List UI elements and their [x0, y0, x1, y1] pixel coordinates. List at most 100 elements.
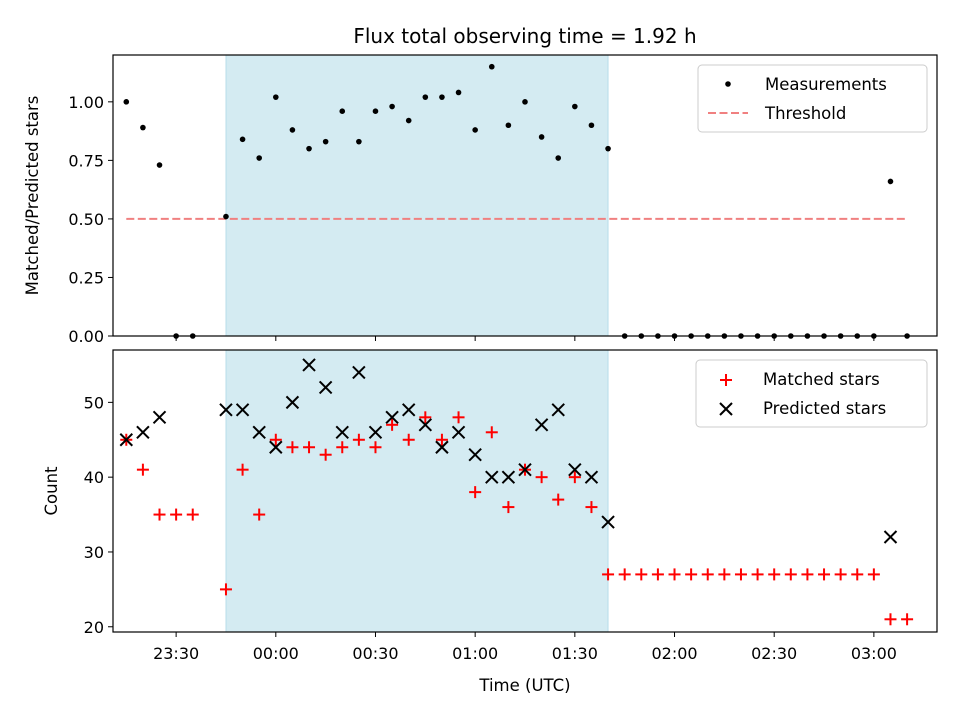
- predicted-star-d2: [152, 410, 167, 425]
- measurement-point: [273, 94, 279, 100]
- panel-bottom: 20 30 40 50 23:30 00:00 00:30 01:00 01:30 02:00 02…: [42, 349, 938, 695]
- matched-star-point: [136, 463, 149, 476]
- top-axes-frame: [112, 54, 938, 337]
- predicted-star-d2: [584, 470, 599, 484]
- predicted-star-point: [235, 403, 250, 417]
- measurement-point: [505, 122, 512, 129]
- top-y-axis-label: Matched/Predicted stars: [23, 96, 42, 296]
- matched-star-point: [452, 411, 465, 424]
- matched-star-point: [286, 441, 299, 454]
- predicted-star-point: [468, 448, 482, 462]
- matched-star-point: [303, 441, 316, 454]
- predicted-star-d2: [269, 440, 283, 454]
- bottom-x-tick-label: 02:30: [751, 644, 797, 663]
- predicted-star-point: [285, 395, 300, 410]
- measurement-point: [555, 155, 562, 161]
- matched-star-point: [701, 568, 714, 581]
- predicted-star-point: [418, 418, 433, 432]
- measurement-point: [455, 89, 462, 96]
- matched-star-point: [186, 508, 199, 521]
- predicted-star-point: [883, 530, 898, 544]
- measurement-point: [289, 127, 296, 133]
- top-ticks: 0.00 0.25 0.50 0.75 1.00: [68, 93, 875, 346]
- observing-span-bottom: [225, 349, 609, 633]
- bottom-x-tick-label: 02:00: [651, 644, 697, 663]
- bottom-legend: Matched stars Predicted stars: [695, 359, 928, 428]
- bottom-marks: [119, 358, 914, 626]
- matched-star-point: [153, 508, 166, 521]
- matched-star-point: [219, 583, 232, 596]
- measurement-point: [239, 136, 246, 143]
- matched-star-point: [685, 568, 698, 581]
- matched-star-point: [867, 568, 880, 581]
- top-y-tick-label: 0.00: [68, 327, 104, 346]
- predicted-star-point: [269, 440, 283, 454]
- matched-star-point: [834, 568, 847, 581]
- predicted-star-point: [551, 403, 565, 417]
- matched-star-point: [352, 433, 365, 446]
- measurement-point: [356, 138, 362, 145]
- measurement-point: [405, 117, 412, 124]
- measurement-point: [522, 99, 528, 105]
- predicted-star-point: [252, 425, 266, 439]
- predicted-star-point: [435, 440, 449, 454]
- matched-star-point: [602, 568, 615, 581]
- matched-star-point: [552, 493, 565, 506]
- legend-measurements-label: Measurements: [765, 75, 887, 94]
- matched-star-point: [469, 486, 482, 499]
- predicted-star-point: [385, 410, 399, 425]
- bottom-x-tick-label: 23:30: [153, 644, 199, 663]
- bottom-ticks: 20 30 40 50 23:30 00:00 00:30 01:00 01:30 02:00 02…: [84, 393, 897, 663]
- predicted-star-point: [518, 462, 532, 477]
- top-y-tick-label: 0.75: [68, 151, 104, 170]
- predicted-star-point: [335, 425, 349, 439]
- matched-star-point: [402, 433, 415, 446]
- predicted-star-d2: [285, 395, 300, 410]
- top-y-tick-label: 0.50: [68, 210, 104, 229]
- measurement-point: [322, 138, 329, 145]
- legend-predicted-marker: [719, 402, 733, 416]
- matched-star-point: [485, 426, 498, 439]
- top-legend-box: [697, 64, 928, 133]
- measurement-point: [538, 134, 545, 140]
- predicted-star-d2: [468, 448, 482, 462]
- bottom-x-tick-label: 00:00: [253, 644, 299, 663]
- predicted-star-d2: [451, 425, 466, 439]
- predicted-star-d2: [385, 410, 399, 425]
- predicted-star-d2: [518, 462, 532, 477]
- matched-star-point: [236, 463, 249, 476]
- predicted-star-d2: [318, 380, 333, 395]
- predicted-star-point: [119, 433, 133, 447]
- predicted-star-point: [534, 418, 549, 432]
- matched-star-point: [618, 568, 631, 581]
- predicted-star-d2: [601, 515, 615, 529]
- matched-star-point: [419, 411, 432, 424]
- bottom-y-tick-label: 40: [84, 468, 104, 487]
- matched-star-point: [386, 418, 399, 431]
- measurement-point: [339, 108, 346, 114]
- predicted-star-d2: [402, 403, 416, 417]
- predicted-star-point: [318, 380, 333, 395]
- bottom-y-axis-label: Count: [42, 466, 61, 516]
- matched-star-point: [818, 568, 831, 581]
- predicted-star-d2: [352, 365, 366, 380]
- matched-star-point: [734, 568, 747, 581]
- bottom-y-tick-label: 50: [84, 393, 104, 412]
- measurement-point: [140, 124, 146, 131]
- matched-star-point: [635, 568, 648, 581]
- matched-star-point: [651, 568, 664, 581]
- predicted-star-d2: [302, 358, 316, 372]
- matched-star-point: [585, 501, 598, 514]
- legend-matched-label: Matched stars: [763, 370, 880, 389]
- predicted-star-point: [501, 470, 516, 484]
- matched-star-point: [901, 613, 914, 626]
- predicted-star-point: [136, 425, 150, 439]
- top-legend: Measurements Threshold: [697, 64, 928, 133]
- legend-predicted-label: Predicted stars: [763, 399, 886, 418]
- predicted-star-point: [451, 425, 466, 439]
- panel-top: 0.00 0.25 0.50 0.75 1.00 Matched/Predicted s…: [23, 54, 938, 346]
- matched-star-point: [668, 568, 681, 581]
- predicted-star-d2: [136, 425, 150, 439]
- predicted-star-d2: [501, 470, 516, 484]
- predicted-star-point: [352, 365, 366, 380]
